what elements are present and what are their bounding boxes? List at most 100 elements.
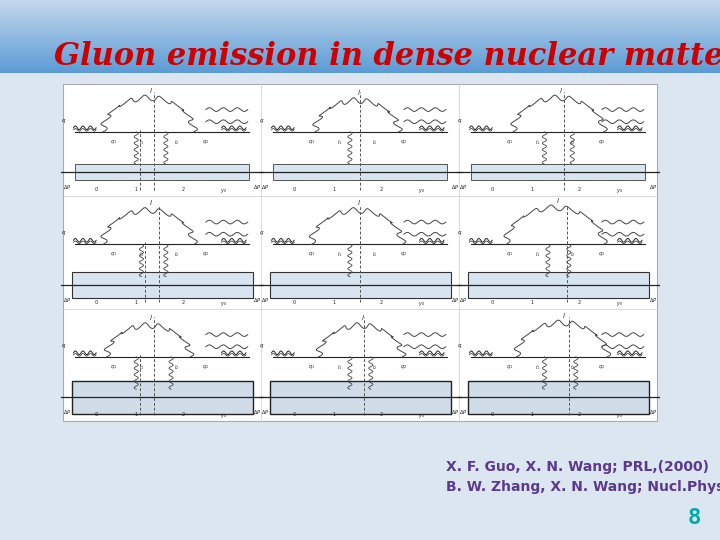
Text: 1: 1 (531, 412, 534, 417)
Text: $\Delta P$: $\Delta P$ (649, 408, 657, 416)
Text: l: l (559, 88, 562, 94)
Text: $q$: $q$ (259, 229, 264, 237)
Bar (0, 31, 720, 32)
Bar (0, 8, 720, 9)
Text: $\Delta P$: $\Delta P$ (459, 408, 468, 416)
Text: $q_2$: $q_2$ (400, 251, 408, 259)
Bar (0, 43, 720, 44)
Bar (0, 22, 720, 23)
Text: $\Delta P$: $\Delta P$ (63, 296, 72, 304)
Text: $l_1$: $l_1$ (139, 138, 144, 147)
Text: $q_2$: $q_2$ (598, 138, 606, 146)
Text: X. F. Guo, X. N. Wang; PRL,(2000): X. F. Guo, X. N. Wang; PRL,(2000) (446, 460, 709, 474)
Bar (0, 45, 720, 46)
Text: 2: 2 (181, 300, 185, 305)
Text: 0: 0 (292, 187, 296, 192)
Text: l: l (150, 200, 152, 206)
Text: $y_0$: $y_0$ (418, 412, 425, 420)
Text: $q_2$: $q_2$ (202, 138, 210, 146)
Bar (0, 24, 720, 25)
Bar (0, 18, 720, 19)
Text: $q$: $q$ (259, 342, 264, 350)
Text: $l_1$: $l_1$ (337, 363, 342, 372)
Text: 8: 8 (688, 508, 701, 529)
Text: $y_0$: $y_0$ (418, 300, 425, 308)
Text: $\Delta P$: $\Delta P$ (63, 408, 72, 416)
Bar (0, 29, 720, 30)
Text: $l_1$: $l_1$ (139, 363, 144, 372)
Text: l: l (361, 315, 364, 321)
Bar (468, 272, 649, 298)
Bar (0, 0, 720, 1)
Bar (0, 10, 720, 11)
Text: $l_2$: $l_2$ (174, 251, 179, 259)
Bar (0, 68, 720, 69)
Text: 0: 0 (490, 300, 494, 305)
Bar (0, 42, 720, 43)
Text: 1: 1 (333, 412, 336, 417)
Text: 1: 1 (135, 187, 138, 192)
Text: $q_1$: $q_1$ (506, 251, 513, 259)
Bar (0, 65, 720, 66)
Text: 0: 0 (94, 300, 98, 305)
Bar (274, 164, 447, 180)
Text: 2: 2 (379, 300, 383, 305)
Bar (0, 33, 720, 35)
Bar (0, 23, 720, 24)
Text: $\Delta P$: $\Delta P$ (459, 183, 468, 191)
Bar (0, 30, 720, 31)
Text: $y_0$: $y_0$ (418, 187, 425, 195)
Bar (0, 61, 720, 62)
Text: 0: 0 (94, 412, 98, 417)
Bar (0, 2, 720, 3)
Text: $q_1$: $q_1$ (308, 363, 315, 371)
Text: $l_1$: $l_1$ (337, 251, 342, 259)
Text: $l_1$: $l_1$ (337, 138, 342, 147)
Text: B. W. Zhang, X. N. Wang; Nucl.Phys.A,2003: B. W. Zhang, X. N. Wang; Nucl.Phys.A,200… (446, 480, 720, 494)
Text: $q$: $q$ (457, 117, 462, 125)
Text: 2: 2 (181, 412, 185, 417)
Text: $q_2$: $q_2$ (598, 363, 606, 371)
Bar (0, 7, 720, 8)
Bar (0, 56, 720, 57)
Bar (0, 12, 720, 13)
Text: l: l (358, 200, 360, 206)
Bar (471, 164, 645, 180)
Bar (0, 63, 720, 64)
Bar (0, 9, 720, 10)
Text: $\Delta P$: $\Delta P$ (261, 296, 270, 304)
Text: $y_0$: $y_0$ (616, 412, 623, 420)
Bar (63, 84, 657, 421)
Text: $q_1$: $q_1$ (506, 138, 513, 146)
Bar (0, 40, 720, 41)
Bar (0, 16, 720, 17)
Text: $y_0$: $y_0$ (616, 300, 623, 308)
Text: $\Delta P$: $\Delta P$ (261, 183, 270, 191)
Text: l: l (150, 88, 152, 94)
Text: $\Delta P$: $\Delta P$ (253, 183, 261, 191)
Text: 2: 2 (577, 300, 581, 305)
Bar (0, 71, 720, 72)
Text: $q_1$: $q_1$ (506, 363, 513, 371)
Text: $q_1$: $q_1$ (110, 363, 117, 371)
Bar (0, 52, 720, 53)
Bar (0, 62, 720, 63)
Text: $l_2$: $l_2$ (570, 363, 575, 372)
Bar (0, 60, 720, 61)
Text: 1: 1 (531, 187, 534, 192)
Bar (0, 48, 720, 49)
Text: $q_1$: $q_1$ (308, 251, 315, 259)
Text: $l_2$: $l_2$ (174, 363, 179, 372)
Bar (0, 70, 720, 71)
Text: $l_2$: $l_2$ (372, 251, 377, 259)
Text: l: l (557, 198, 558, 204)
Text: $\Delta P$: $\Delta P$ (261, 408, 270, 416)
Text: $l_1$: $l_1$ (535, 363, 540, 372)
Text: l: l (358, 90, 360, 97)
Text: $q$: $q$ (61, 229, 66, 237)
Text: $\Delta P$: $\Delta P$ (451, 296, 459, 304)
Text: $q$: $q$ (457, 342, 462, 350)
Text: 0: 0 (292, 300, 296, 305)
Text: $l_2$: $l_2$ (570, 251, 575, 259)
Bar (0, 26, 720, 28)
